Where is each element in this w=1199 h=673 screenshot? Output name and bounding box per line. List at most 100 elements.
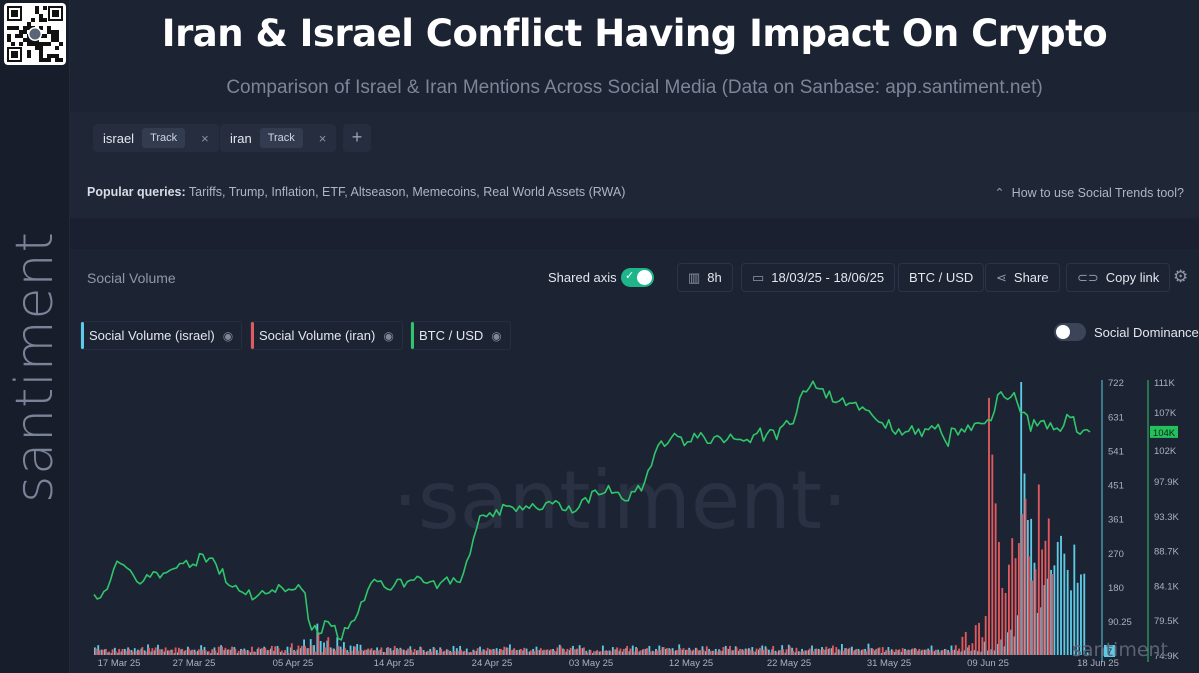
bar-iran xyxy=(1047,518,1050,655)
gear-icon[interactable]: ⚙ xyxy=(1173,267,1189,286)
qr-module xyxy=(23,30,27,34)
legend-iran[interactable]: Social Volume (iran) ◉ xyxy=(250,321,403,350)
bar-israel xyxy=(356,644,359,655)
bar-israel xyxy=(1010,629,1013,655)
share-button[interactable]: ⋖ Share xyxy=(985,263,1060,292)
bar-israel xyxy=(963,650,966,655)
candles-icon: ▥ xyxy=(688,269,701,285)
bar-israel xyxy=(731,650,734,655)
popular-queries-list[interactable]: Tariffs, Trump, Inflation, ETF, Altseaso… xyxy=(188,185,626,199)
bar-iran xyxy=(905,650,907,655)
bar-iran xyxy=(367,648,370,655)
y-left-tick: 451 xyxy=(1108,481,1124,492)
bar-israel xyxy=(505,647,508,655)
bar-israel xyxy=(392,650,395,655)
y-left-tick: 270 xyxy=(1108,549,1124,560)
bar-iran xyxy=(851,650,854,655)
bar-iran xyxy=(300,645,303,655)
bar-iran xyxy=(483,649,486,655)
check-icon: ✓ xyxy=(625,270,635,282)
eye-icon[interactable]: ◉ xyxy=(222,328,234,343)
bar-israel xyxy=(522,650,525,655)
bar-iran xyxy=(988,397,990,655)
bar-israel xyxy=(103,649,106,655)
bar-israel xyxy=(681,649,684,655)
bar-iran xyxy=(749,649,751,655)
bar-iran xyxy=(964,631,967,655)
bar-iran xyxy=(241,649,243,655)
bar-iran xyxy=(954,645,957,655)
bar-iran xyxy=(430,651,433,655)
bar-israel xyxy=(814,648,817,655)
bar-iran xyxy=(968,645,970,655)
bar-iran xyxy=(350,650,353,655)
bar-israel xyxy=(967,647,969,655)
bar-israel xyxy=(827,648,830,655)
close-icon[interactable]: × xyxy=(201,130,209,146)
bar-israel xyxy=(990,649,993,655)
bar-iran xyxy=(500,648,502,655)
bar-israel xyxy=(220,645,222,655)
bar-iran xyxy=(815,648,818,655)
pair-button[interactable]: BTC / USD xyxy=(898,263,985,292)
bar-iran xyxy=(307,648,310,655)
track-button[interactable]: Track xyxy=(259,128,303,148)
tag-israel[interactable]: israel Track × xyxy=(93,124,219,152)
bar-iran xyxy=(722,647,725,655)
bar-israel xyxy=(110,653,113,655)
bar-israel xyxy=(804,650,807,655)
bar-iran xyxy=(858,650,861,655)
bar-israel xyxy=(485,650,488,655)
track-button[interactable]: Track xyxy=(142,128,186,148)
interval-button[interactable]: ▥ 8h xyxy=(677,263,733,292)
eye-icon[interactable]: ◉ xyxy=(491,328,502,343)
close-icon[interactable]: × xyxy=(318,130,327,146)
bar-israel xyxy=(748,648,750,655)
qr-finder-core xyxy=(11,10,18,17)
qr-module xyxy=(27,54,31,58)
bar-israel xyxy=(465,648,468,655)
social-dominance-toggle[interactable] xyxy=(1054,323,1086,341)
legend-btc[interactable]: BTC / USD ◉ xyxy=(410,321,511,350)
bar-israel xyxy=(621,651,624,655)
bar-iran xyxy=(911,648,914,655)
bar-israel xyxy=(910,649,913,655)
bar-iran xyxy=(267,650,270,655)
tag-iran[interactable]: iran Track × xyxy=(220,124,337,152)
shared-axis-toggle[interactable]: ✓ xyxy=(621,268,654,287)
date-range-button[interactable]: ▭ 18/03/25 - 18/06/25 xyxy=(741,263,896,292)
bar-israel xyxy=(150,651,153,655)
bar-iran xyxy=(519,648,522,655)
copy-link-button[interactable]: ⊂⊃ Copy link xyxy=(1066,263,1171,292)
bar-israel xyxy=(764,646,767,655)
bar-israel xyxy=(675,650,677,655)
bar-israel xyxy=(754,651,757,655)
bar-iran xyxy=(775,652,778,655)
bar-israel xyxy=(475,650,478,655)
bar-iran xyxy=(360,649,363,655)
price-badge xyxy=(1150,425,1178,438)
bar-israel xyxy=(625,648,628,655)
bar-iran xyxy=(1001,588,1004,655)
bar-iran xyxy=(450,651,453,655)
bar-israel xyxy=(293,650,296,655)
bar-israel xyxy=(950,645,953,655)
bar-israel xyxy=(250,652,252,655)
bar-iran xyxy=(845,648,848,655)
bar-iran xyxy=(566,648,569,655)
qr-module xyxy=(39,46,43,50)
bar-israel xyxy=(774,650,777,655)
bar-israel xyxy=(635,647,637,655)
bar-iran xyxy=(314,651,316,655)
add-tag-button[interactable]: + xyxy=(343,124,371,152)
qr-code[interactable] xyxy=(4,3,66,65)
howto-link[interactable]: ⌃ How to use Social Trends tool? xyxy=(994,185,1184,200)
eye-icon[interactable]: ◉ xyxy=(383,328,394,343)
bar-iran xyxy=(503,646,506,655)
corner-watermark: santiment xyxy=(1072,639,1168,661)
bar-iran xyxy=(925,649,927,655)
legend-israel[interactable]: Social Volume (israel) ◉ xyxy=(80,321,243,350)
bar-iran xyxy=(420,647,423,655)
bar-israel xyxy=(269,648,272,655)
bar-iran xyxy=(1011,538,1014,655)
